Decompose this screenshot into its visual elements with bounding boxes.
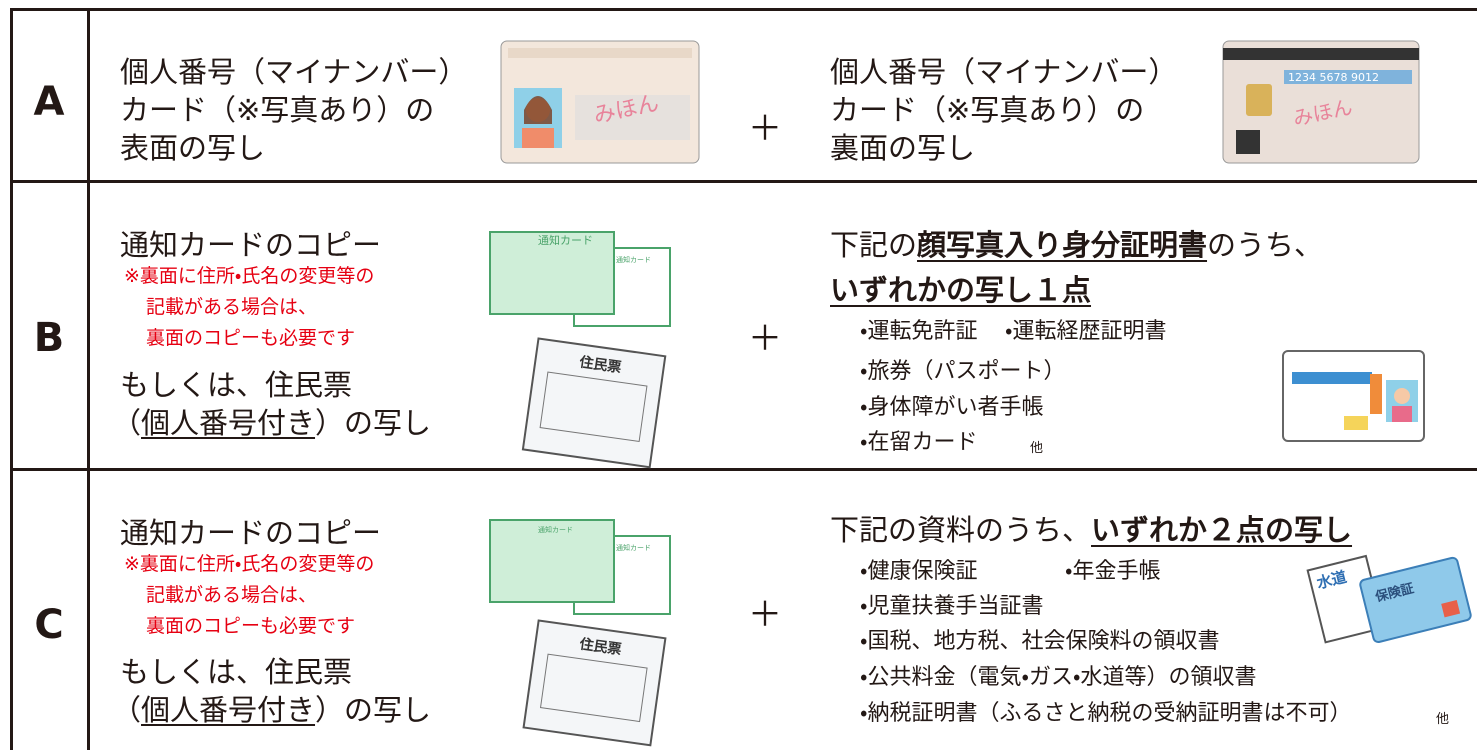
note: 裏面のコピーも必要です [146, 615, 356, 637]
etc: 他 [1436, 712, 1450, 727]
text-line: （個人番号付き）の写し [112, 409, 431, 438]
heading: 下記の資料のうち、いずれか２点の写し [830, 516, 1352, 545]
card-front-illustration: みほん [500, 40, 700, 164]
notice-card-title: 通知カード [538, 525, 573, 534]
emphasis: 顔写真入り身分証明書 [917, 228, 1208, 262]
list-item: ・身体障がい者手帳 [860, 395, 1044, 420]
plus: ＋ [748, 595, 782, 635]
row-divider [10, 468, 1477, 471]
plus: ＋ [748, 319, 782, 359]
frame-top [10, 8, 1477, 11]
label-divider [87, 8, 90, 750]
text-line: 裏面の写し [830, 131, 976, 165]
text: （ [112, 406, 142, 440]
emphasis: いずれか２点の写し [1091, 513, 1353, 547]
list-item: ・児童扶養手当証書 [860, 594, 1044, 619]
text-line: （個人番号付き）の写し [112, 696, 431, 725]
plus: ＋ [748, 109, 782, 149]
text-line: 表面の写し [120, 131, 266, 165]
note: ※裏面に住所・氏名の変更等の [124, 265, 375, 287]
text: のうち、 [1207, 228, 1324, 262]
text: 下記の資料のうち、 [830, 513, 1092, 547]
list-item: ・国税、地方税、社会保険料の領収書 [860, 629, 1220, 654]
notice-card-title: 通知カード [616, 543, 651, 552]
text: 下記の [830, 228, 918, 262]
list-item: ・運転免許証 [860, 319, 978, 344]
list-item: ・健康保険証 [860, 559, 978, 584]
text-line: 通知カードのコピー [120, 516, 382, 550]
notice-card-title: 通知カード [616, 255, 651, 264]
underlined-text: 個人番号付き [141, 406, 316, 440]
card-number: 1234 5678 9012 [1288, 71, 1379, 84]
underlined-text: 個人番号付き [141, 693, 316, 727]
text-line: 個人番号（マイナンバー） [120, 55, 468, 89]
text-line: もしくは、住民票 [120, 368, 353, 402]
resident-record-title: 住民票 [578, 635, 623, 658]
row-label: A [33, 79, 65, 125]
text-line: 通知カードのコピー [120, 228, 382, 262]
list-item: ・公共料金（電気・ガス・水道等）の領収書 [860, 665, 1257, 690]
notice-card-title: 通知カード [538, 233, 593, 247]
list-item: ・在留カード [860, 430, 978, 455]
emphasis: いずれかの写し１点 [830, 273, 1092, 307]
card-back-illustration: 1234 5678 9012 みほん [1222, 40, 1420, 164]
text-line: カード（※写真あり）の [120, 93, 435, 127]
text-line: 個人番号（マイナンバー） [830, 55, 1178, 89]
frame-left [10, 8, 13, 750]
note: 裏面のコピーも必要です [146, 327, 356, 349]
note: ※裏面に住所・氏名の変更等の [124, 553, 375, 575]
license-illustration [1282, 350, 1425, 442]
list-item: ・旅券（パスポート） [860, 359, 1066, 384]
text-line: カード（※写真あり）の [830, 93, 1145, 127]
text: （ [112, 693, 142, 727]
note: 記載がある場合は、 [146, 296, 318, 318]
text: ）の写し [315, 693, 432, 727]
documents-illustration: 水道 保険証 [1306, 554, 1472, 644]
list-item: ・納税証明書（ふるさと納税の受納証明書は不可） [860, 701, 1352, 726]
text-line: もしくは、住民票 [120, 655, 353, 689]
heading: 下記の顔写真入り身分証明書のうち、 [830, 231, 1323, 260]
documents-illustration: 通知カード 通知カード 住民票 [489, 231, 671, 469]
resident-record-title: 住民票 [577, 353, 622, 376]
list-item: ・年金手帳 [1065, 559, 1161, 584]
documents-illustration: 通知カード 通知カード 住民票 [489, 519, 671, 747]
row-divider [10, 180, 1477, 183]
text: ）の写し [315, 406, 432, 440]
row-label: C [34, 602, 64, 648]
list-item: ・運転経歴証明書 [1005, 319, 1167, 344]
row-label: B [33, 315, 65, 361]
etc: 他 [1030, 441, 1044, 456]
note: 記載がある場合は、 [146, 584, 318, 606]
